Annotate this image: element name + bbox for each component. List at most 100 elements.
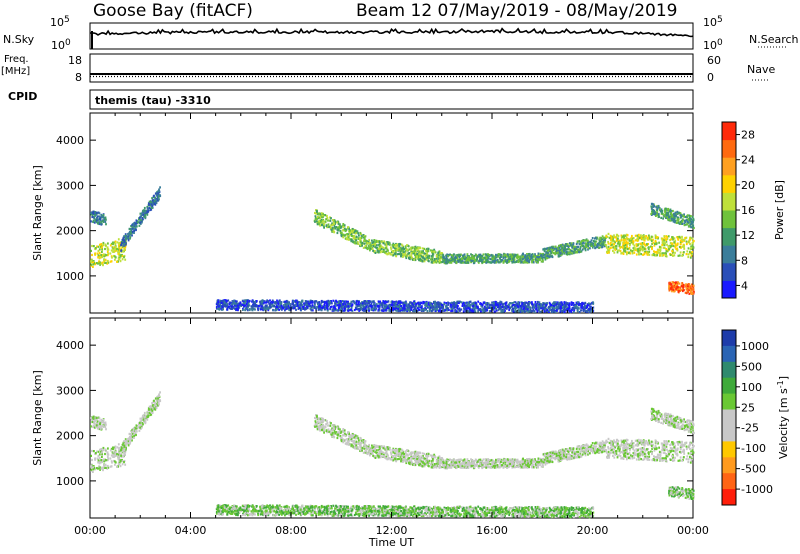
range-cell [315, 308, 317, 311]
range-cell [641, 246, 644, 249]
range-cell [691, 222, 694, 225]
range-cell [525, 258, 527, 261]
range-cell [672, 251, 674, 254]
range-cell [690, 226, 693, 229]
range-cell [337, 304, 339, 307]
range-cell [105, 218, 107, 221]
range-cell [677, 221, 680, 224]
range-cell [388, 243, 391, 246]
range-cell [119, 255, 122, 258]
range-cell [353, 308, 356, 312]
range-cell [104, 253, 106, 256]
range-cell [508, 253, 511, 256]
range-cell [319, 308, 322, 311]
range-cell [577, 248, 579, 251]
range-cell [458, 253, 461, 256]
range-cell [342, 236, 345, 239]
range-cell [687, 217, 690, 221]
range-cell [400, 253, 403, 256]
range-cell [544, 256, 546, 259]
range-cell [685, 236, 688, 239]
range-cell [153, 200, 156, 203]
range-cell [533, 254, 535, 257]
range-cell [563, 301, 566, 304]
range-cell [660, 246, 662, 249]
range-cell [476, 305, 478, 308]
range-cell [691, 226, 694, 229]
range-cell [385, 246, 387, 249]
range-cell [522, 302, 525, 305]
range-cell [551, 305, 553, 309]
range-cell [495, 253, 497, 256]
range-cell [340, 231, 343, 234]
range-cell [412, 309, 414, 313]
range-cell [428, 309, 431, 312]
range-cell [383, 308, 386, 311]
range-cell [674, 251, 676, 254]
range-cell [517, 306, 520, 309]
range-cell [328, 303, 331, 306]
range-cell [438, 310, 440, 313]
range-cell [148, 206, 151, 209]
range-cell [319, 219, 322, 223]
range-cell [374, 250, 376, 253]
range-cell [217, 307, 220, 310]
range-cell [543, 306, 546, 309]
range-cell [120, 241, 123, 244]
range-cell [447, 255, 449, 258]
range-cell [215, 305, 218, 308]
range-cell [303, 303, 306, 306]
range-cell [560, 249, 563, 252]
range-cell [378, 240, 381, 244]
range-cell [662, 237, 664, 240]
range-cell [94, 262, 96, 265]
range-cell [397, 246, 400, 250]
range-cell [134, 225, 137, 228]
range-cell [117, 250, 120, 253]
range-cell [223, 303, 226, 306]
range-cell [690, 254, 693, 257]
range-cell [656, 211, 658, 214]
range-cell [448, 259, 450, 262]
range-cell [369, 304, 372, 307]
range-cell [342, 226, 345, 229]
range-cell [460, 253, 462, 256]
range-cell [632, 237, 635, 240]
range-cell [385, 304, 387, 307]
range-cell [120, 249, 122, 252]
range-cell [668, 244, 671, 247]
range-cell [95, 213, 98, 216]
range-cell [658, 251, 661, 255]
range-cell [130, 225, 132, 228]
range-cell [403, 248, 406, 251]
range-cell [343, 234, 346, 237]
range-cell [222, 299, 224, 302]
range-cell [234, 304, 236, 307]
range-cell [484, 253, 487, 256]
range-cell [552, 251, 555, 255]
range-cell [551, 250, 554, 253]
range-cell [617, 237, 619, 240]
range-cell [331, 305, 333, 308]
range-cell [561, 250, 564, 253]
range-cell [529, 309, 532, 312]
range-cell [96, 221, 99, 224]
range-cell [623, 249, 625, 252]
range-cell [527, 307, 530, 310]
range-cell [685, 287, 688, 290]
range-cell [90, 211, 92, 215]
range-cell [686, 250, 689, 253]
range-cell [690, 291, 692, 294]
range-cell [570, 310, 573, 313]
range-cell [423, 252, 426, 255]
range-cell [387, 243, 390, 246]
range-cell [647, 238, 650, 241]
range-cell [106, 259, 109, 263]
range-cell [673, 241, 676, 244]
range-cell [669, 281, 672, 284]
range-cell [571, 252, 574, 255]
range-cell [247, 302, 250, 305]
range-cell [516, 304, 519, 308]
range-cell [378, 248, 380, 251]
range-cell [261, 307, 263, 310]
